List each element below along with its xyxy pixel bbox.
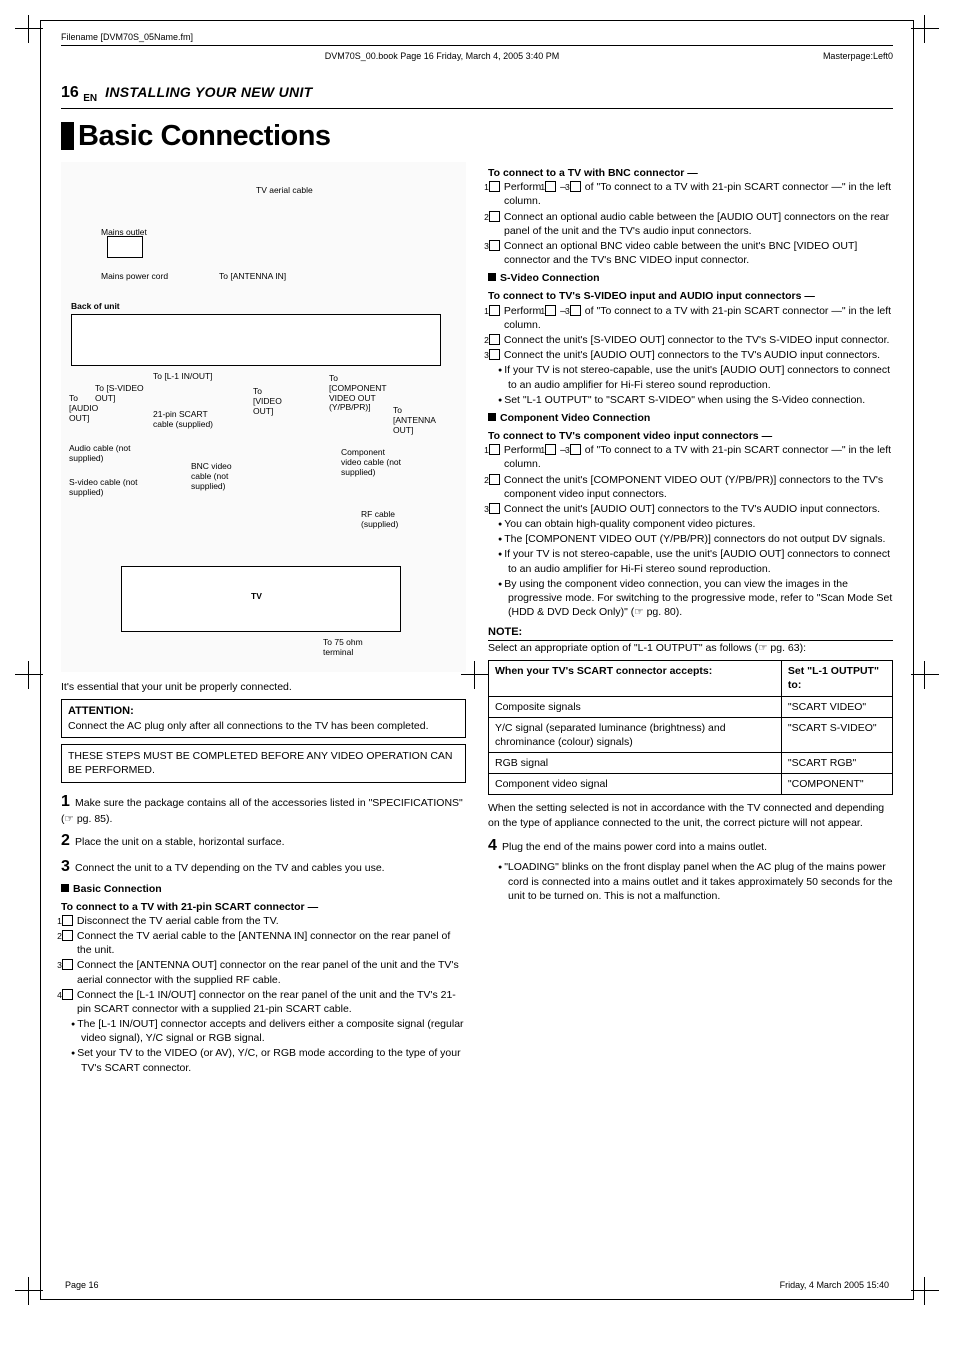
footer-page: Page 16 xyxy=(65,1279,99,1291)
attention-heading: ATTENTION: xyxy=(68,705,134,717)
crop-mark xyxy=(15,1277,43,1305)
page-frame: Filename [DVM70S_05Name.fm] DVM70S_00.bo… xyxy=(40,20,914,1300)
after-table-text: When the setting selected is not in acco… xyxy=(488,801,893,829)
step-4: 4Plug the end of the mains power cord in… xyxy=(488,835,893,857)
attention-box: ATTENTION: Connect the AC plug only afte… xyxy=(61,699,466,738)
crop-mark xyxy=(911,661,939,689)
note-heading: NOTE: xyxy=(488,625,893,641)
component-heading: To connect to TV's component video input… xyxy=(488,429,893,443)
table-row: Component video signal"COMPONENT" xyxy=(489,774,893,795)
crop-mark xyxy=(15,661,43,689)
connection-diagram: TV aerial cable Mains outlet Mains power… xyxy=(61,162,466,672)
bnc-heading: To connect to a TV with BNC connector — xyxy=(488,166,893,180)
crop-mark xyxy=(15,15,43,43)
table-header-1: When your TV's SCART connector accepts: xyxy=(489,661,782,696)
page-footer: Page 16 Friday, 4 March 2005 15:40 xyxy=(65,1279,889,1291)
intro-text: It's essential that your unit be properl… xyxy=(61,680,466,694)
note-intro: Select an appropriate option of "L-1 OUT… xyxy=(488,641,893,655)
table-header-2: Set "L-1 OUTPUT" to: xyxy=(781,661,892,696)
step-1: 1Make sure the package contains all of t… xyxy=(61,791,466,827)
scart-bullets: The [L-1 IN/OUT] connector accepts and d… xyxy=(61,1017,466,1075)
svideo-heading: To connect to TV's S-VIDEO input and AUD… xyxy=(488,289,893,303)
step-2: 2Place the unit on a stable, horizontal … xyxy=(61,830,466,852)
component-section: Component Video Connection xyxy=(488,411,893,425)
svideo-steps: 1 Perform 1 – 3 of "To connect to a TV w… xyxy=(488,304,893,363)
section-title: INSTALLING YOUR NEW UNIT xyxy=(105,83,312,102)
page-header: 16 EN INSTALLING YOUR NEW UNIT xyxy=(61,82,893,109)
main-steps-list: 1Make sure the package contains all of t… xyxy=(61,791,466,878)
step-4-list: 4Plug the end of the mains power cord in… xyxy=(488,835,893,857)
table-row: RGB signal"SCART RGB" xyxy=(489,753,893,774)
scart-heading: To connect to a TV with 21-pin SCART con… xyxy=(61,900,466,914)
bnc-steps: 1 Perform 1 – 3 of "To connect to a TV w… xyxy=(488,180,893,267)
main-heading: Basic Connections xyxy=(61,117,893,156)
masterpage-meta: Masterpage:Left0 xyxy=(823,50,893,62)
prerequisite-box: THESE STEPS MUST BE COMPLETED BEFORE ANY… xyxy=(61,744,466,782)
right-column: To connect to a TV with BNC connector — … xyxy=(488,162,893,1076)
attention-body: Connect the AC plug only after all conne… xyxy=(68,720,429,732)
meta-line: DVM70S_00.book Page 16 Friday, March 4, … xyxy=(61,50,893,62)
footer-date: Friday, 4 March 2005 15:40 xyxy=(780,1279,889,1291)
l1-output-table: When your TV's SCART connector accepts: … xyxy=(488,660,893,795)
step-4-bullets: "LOADING" blinks on the front display pa… xyxy=(488,860,893,903)
filename-line: Filename [DVM70S_05Name.fm] xyxy=(61,31,893,46)
book-meta: DVM70S_00.book Page 16 Friday, March 4, … xyxy=(325,50,559,62)
svideo-section: S-Video Connection xyxy=(488,271,893,285)
table-row: Composite signals"SCART VIDEO" xyxy=(489,696,893,717)
component-steps: 1 Perform 1 – 3 of "To connect to a TV w… xyxy=(488,443,893,516)
scart-steps: 1 Disconnect the TV aerial cable from th… xyxy=(61,914,466,1016)
svideo-bullets: If your TV is not stereo-capable, use th… xyxy=(488,363,893,407)
left-column: TV aerial cable Mains outlet Mains power… xyxy=(61,162,466,1076)
table-row: Y/C signal (separated luminance (brightn… xyxy=(489,717,893,752)
basic-connection-heading: Basic Connection xyxy=(61,882,466,896)
step-3: 3Connect the unit to a TV depending on t… xyxy=(61,856,466,878)
crop-mark xyxy=(911,1277,939,1305)
two-column-layout: TV aerial cable Mains outlet Mains power… xyxy=(61,162,893,1076)
crop-mark xyxy=(911,15,939,43)
page-number: 16 EN xyxy=(61,82,97,106)
filename-text: Filename [DVM70S_05Name.fm] xyxy=(61,31,193,43)
component-bullets: You can obtain high-quality component vi… xyxy=(488,517,893,619)
